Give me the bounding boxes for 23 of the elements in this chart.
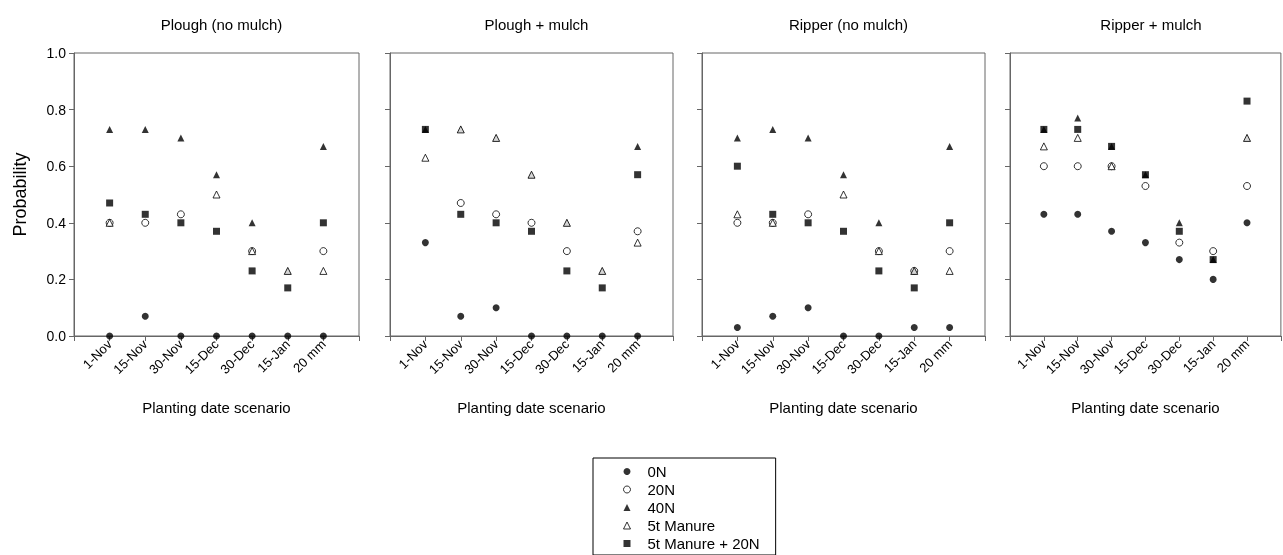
legend-label: 5t Manure [647, 517, 716, 534]
x-axis-title: Planting date scenario [769, 399, 918, 416]
y-tick-label: 1.0 [46, 45, 67, 61]
x-tick-label: 20 mm [916, 336, 955, 376]
legend-label: 5t Manure + 20N [647, 535, 760, 552]
chart-title: Ripper + mulch [1100, 16, 1202, 33]
x-tick-label: 20 mm [604, 336, 643, 376]
x-tick-label: 20 mm [290, 336, 329, 376]
y-tick-label: 0.2 [46, 271, 67, 288]
x-axis-title: Planting date scenario [142, 399, 291, 416]
y-tick-label: 0.0 [46, 328, 67, 344]
y-tick-label: 0.6 [46, 158, 67, 175]
chart-title: Plough + mulch [484, 16, 589, 33]
x-axis-title: Planting date scenario [457, 399, 606, 416]
y-tick-label: 0.4 [46, 214, 67, 231]
chart-title: Ripper (no mulch) [788, 16, 909, 33]
legend-label: 20N [647, 481, 676, 498]
legend-label: 0N [647, 463, 667, 480]
chart-title: Plough (no mulch) [160, 16, 283, 33]
y-tick-label: 0.8 [46, 101, 67, 118]
legend-label: 40N [647, 499, 676, 516]
x-axis-title: Planting date scenario [1071, 399, 1220, 416]
y-axis-title: Probability [10, 152, 30, 237]
